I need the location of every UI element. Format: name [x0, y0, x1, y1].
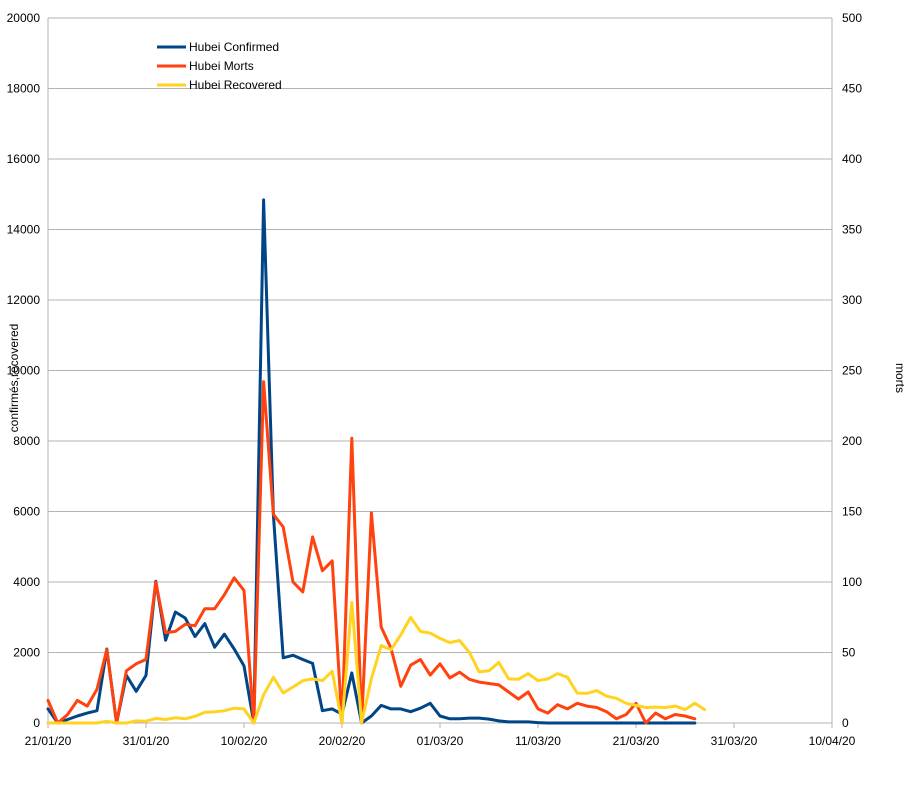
right-tick-label: 200 — [842, 434, 862, 448]
left-tick-label: 8000 — [13, 434, 40, 448]
legend-label: Hubei Recovered — [189, 78, 282, 92]
x-tick-label: 10/02/20 — [221, 734, 268, 748]
left-axis-title: confirmés,recovered — [7, 324, 21, 433]
right-tick-label: 100 — [842, 575, 862, 589]
x-tick-label: 31/03/20 — [711, 734, 758, 748]
series-line-hubei-morts — [46, 380, 697, 725]
right-tick-label: 0 — [842, 716, 849, 730]
series-lines — [46, 198, 707, 725]
right-tick-label: 450 — [842, 82, 862, 96]
right-tick-label: 300 — [842, 293, 862, 307]
left-tick-label: 12000 — [7, 293, 41, 307]
right-axis-ticks: 0 50 100 150 200 250 300 350 400 450 500 — [842, 11, 862, 730]
right-tick-label: 500 — [842, 11, 862, 25]
legend: Hubei Confirmed Hubei Morts Hubei Recovere… — [157, 40, 282, 92]
right-tick-label: 250 — [842, 364, 862, 378]
left-tick-label: 6000 — [13, 505, 40, 519]
left-tick-label: 4000 — [13, 575, 40, 589]
series-line-hubei-recovered — [46, 600, 707, 725]
left-tick-label: 2000 — [13, 646, 40, 660]
left-tick-label: 0 — [33, 716, 40, 730]
left-tick-label: 16000 — [7, 152, 41, 166]
left-tick-label: 14000 — [7, 223, 41, 237]
x-tick-label: 01/03/20 — [417, 734, 464, 748]
right-tick-label: 400 — [842, 152, 862, 166]
x-tick-label: 21/03/20 — [613, 734, 660, 748]
legend-label: Hubei Morts — [189, 59, 254, 73]
right-tick-label: 350 — [842, 223, 862, 237]
x-tick-label: 10/04/20 — [809, 734, 856, 748]
x-tick-label: 20/02/20 — [319, 734, 366, 748]
left-tick-label: 10000 — [7, 364, 41, 378]
series-line-hubei-confirmed — [46, 198, 697, 725]
grid-lines — [47, 17, 833, 724]
x-tick-label: 31/01/20 — [123, 734, 170, 748]
x-axis-ticks: 21/01/20 31/01/20 10/02/20 20/02/20 01/03/20… — [25, 723, 856, 748]
right-axis-title: morts — [893, 363, 907, 393]
left-tick-label: 18000 — [7, 82, 41, 96]
right-tick-label: 150 — [842, 505, 862, 519]
left-tick-label: 20000 — [7, 11, 41, 25]
x-tick-label: 11/03/20 — [515, 734, 561, 748]
right-tick-label: 50 — [842, 646, 856, 660]
left-axis-ticks: 0 2000 4000 6000 8000 10000 12000 14000 16000 180… — [7, 11, 41, 730]
x-tick-label: 21/01/20 — [25, 734, 72, 748]
legend-label: Hubei Confirmed — [189, 40, 279, 54]
